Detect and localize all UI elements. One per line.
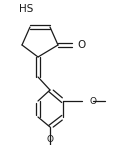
Text: O: O [46, 135, 53, 144]
Text: O: O [78, 40, 86, 50]
Text: HS: HS [19, 4, 33, 14]
Text: O: O [89, 97, 96, 106]
